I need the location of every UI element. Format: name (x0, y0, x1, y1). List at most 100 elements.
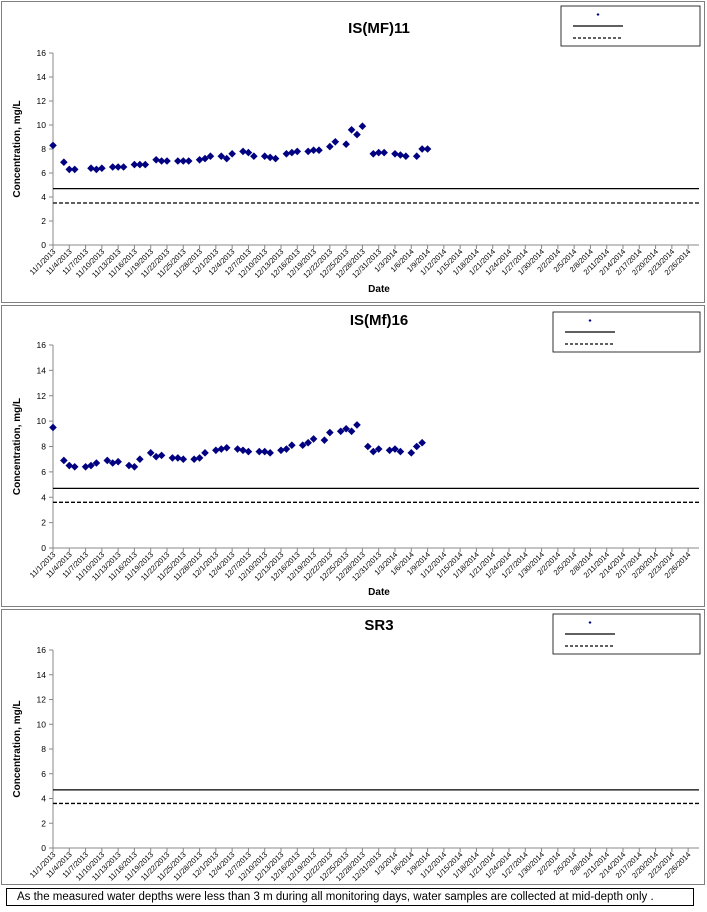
y-axis-label: Concentration, mg/L (12, 398, 23, 495)
data-point (92, 459, 101, 467)
y-tick-label: 8 (41, 442, 46, 452)
data-point (222, 154, 231, 163)
data-point (125, 461, 133, 470)
data-point (136, 160, 144, 169)
data-point (157, 157, 166, 165)
data-point (358, 122, 367, 130)
footnote-box: As the measured water depths were less t… (6, 888, 694, 906)
x-axis-label: Date (368, 587, 390, 598)
y-tick-label: 12 (37, 695, 47, 705)
data-point (331, 138, 340, 146)
data-point (184, 157, 193, 165)
data-point (423, 145, 432, 153)
legend-marker (596, 13, 600, 16)
data-point (309, 435, 318, 443)
data-point (60, 158, 68, 166)
data-point (212, 446, 220, 455)
data-point (114, 163, 122, 171)
data-point (293, 147, 302, 156)
data-point (60, 456, 68, 465)
data-point (391, 150, 399, 158)
y-tick-label: 0 (41, 240, 46, 250)
data-point (168, 454, 177, 462)
data-point (336, 427, 345, 436)
y-tick-label: 4 (41, 192, 46, 202)
data-point (233, 445, 242, 453)
y-tick-label: 2 (41, 818, 46, 828)
y-tick-label: 4 (41, 794, 46, 804)
y-tick-label: 16 (37, 340, 47, 350)
data-point (374, 445, 383, 453)
data-point (98, 164, 106, 172)
data-point (412, 152, 421, 160)
data-point (179, 157, 188, 165)
data-point (239, 446, 247, 455)
y-tick-label: 4 (41, 492, 46, 502)
data-point (152, 156, 160, 164)
data-point (320, 436, 329, 444)
chart-title: SR3 (364, 617, 393, 634)
chart-svg-1: IS(MF)11 Concentration, mg/L 0 2 4 6 8 10 12 14 16… (12, 5, 701, 295)
data-point (174, 454, 182, 462)
data-point (92, 165, 101, 174)
y-tick-label: 16 (37, 645, 47, 655)
data-point (391, 445, 399, 453)
data-point (49, 423, 57, 432)
chart-panel-3: SR3 Concentration, mg/L 0 2 4 6 8 10 12 14 16 11/1/… (1, 609, 705, 898)
y-tick-label: 0 (41, 843, 46, 853)
data-point (385, 446, 394, 455)
data-point (271, 154, 280, 163)
legend-marker (588, 319, 592, 322)
data-point (288, 441, 296, 450)
data-point (277, 446, 285, 455)
data-point (244, 148, 253, 157)
data-point (402, 152, 410, 160)
data-point (369, 150, 378, 158)
data-point (347, 126, 356, 134)
data-point (347, 427, 356, 436)
y-tick-label: 12 (37, 391, 47, 401)
data-point (108, 459, 117, 467)
data-point (282, 150, 291, 158)
data-point (217, 445, 226, 453)
data-point (174, 157, 182, 165)
data-point (136, 455, 144, 463)
data-point (407, 449, 416, 457)
data-point (260, 152, 269, 160)
data-point (418, 145, 426, 153)
legend-marker (588, 621, 592, 624)
data-point (152, 452, 160, 461)
y-tick-label: 8 (41, 144, 46, 154)
data-point (412, 442, 421, 451)
y-tick-label: 6 (41, 467, 46, 477)
data-point (244, 447, 253, 456)
data-point (65, 165, 74, 174)
data-point (418, 438, 426, 447)
data-point (396, 447, 405, 456)
data-point (206, 152, 215, 160)
data-point (87, 164, 95, 172)
y-tick-label: 2 (41, 216, 46, 226)
data-point (103, 456, 112, 465)
y-tick-label: 10 (37, 719, 47, 729)
data-point (222, 443, 231, 452)
data-point (304, 438, 312, 447)
data-point (326, 142, 334, 151)
y-tick-label: 2 (41, 518, 46, 528)
y-axis-label: Concentration, mg/L (12, 700, 23, 797)
data-point (353, 421, 361, 429)
data-point (130, 160, 139, 169)
data-point (315, 146, 323, 154)
data-point (255, 447, 264, 456)
data-point (190, 455, 198, 463)
data-point (81, 463, 90, 471)
data-point (70, 463, 79, 471)
data-point (146, 449, 155, 457)
y-tick-label: 14 (37, 365, 47, 375)
data-point (201, 154, 209, 163)
data-point (266, 449, 274, 457)
y-tick-label: 10 (37, 416, 47, 426)
chart-title: IS(Mf)16 (350, 312, 408, 329)
chart-panel-1: IS(MF)11 Concentration, mg/L 0 2 4 6 8 10 12 14 16… (1, 1, 705, 303)
